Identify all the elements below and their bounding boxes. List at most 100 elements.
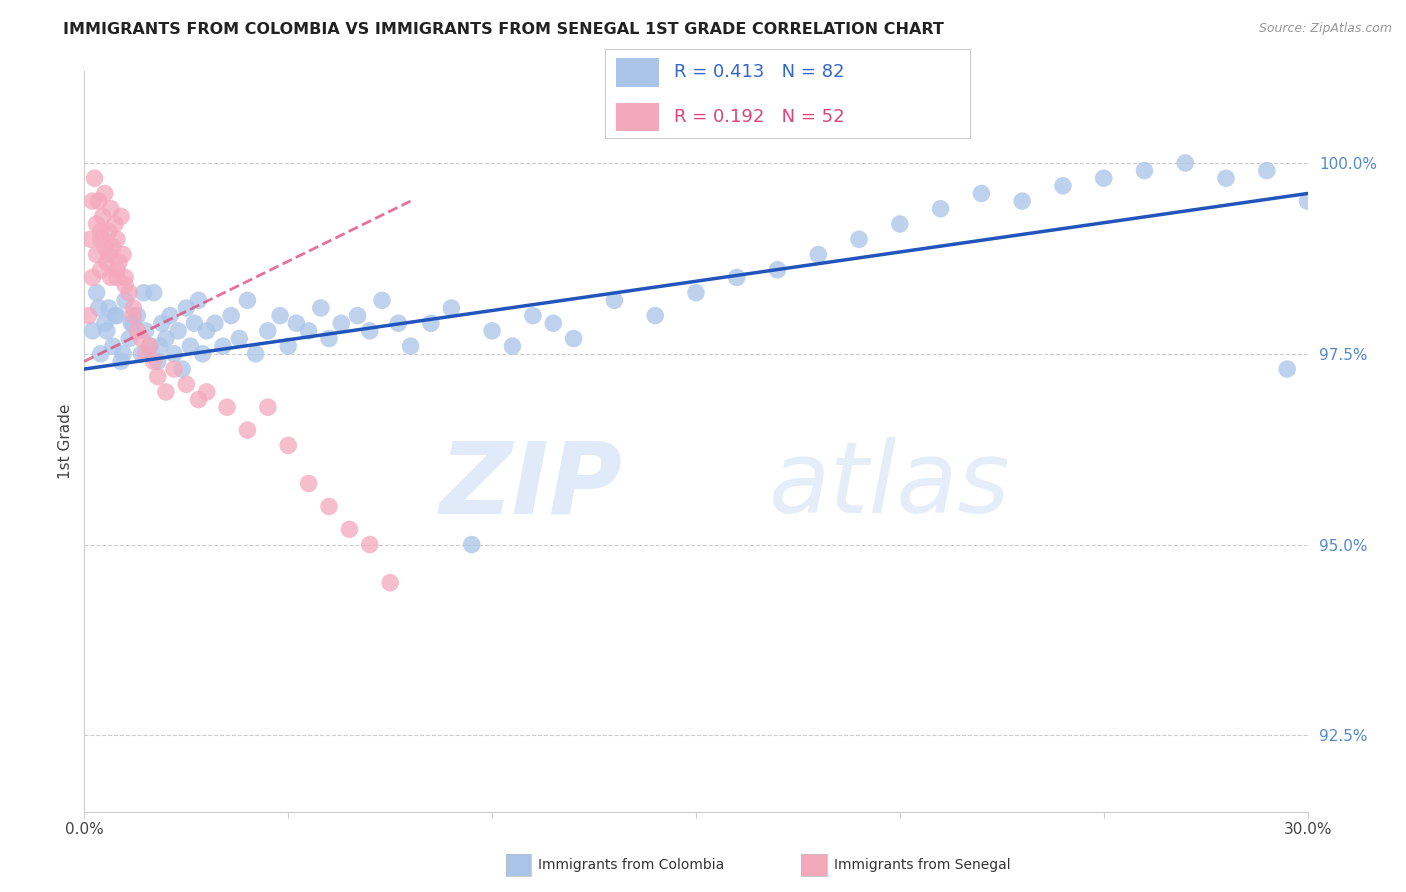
Point — [77, 309, 100, 323]
Point — [167, 324, 190, 338]
Point — [644, 309, 666, 323]
Y-axis label: 1st Grade: 1st Grade — [58, 404, 73, 479]
Point — [82, 194, 104, 208]
Point — [79, 232, 101, 246]
Point — [191, 347, 214, 361]
Point — [725, 270, 748, 285]
Point — [219, 309, 242, 323]
Point — [807, 247, 830, 261]
Point — [132, 285, 155, 300]
Point — [420, 316, 443, 330]
Point — [118, 285, 141, 300]
Point — [195, 384, 218, 399]
Point — [179, 339, 201, 353]
Text: IMMIGRANTS FROM COLOMBIA VS IMMIGRANTS FROM SENEGAL 1ST GRADE CORRELATION CHART: IMMIGRANTS FROM COLOMBIA VS IMMIGRANTS F… — [63, 22, 945, 37]
Point — [346, 309, 368, 323]
Point — [359, 324, 381, 338]
Point — [108, 255, 131, 269]
Point — [236, 423, 259, 437]
Point — [122, 316, 145, 330]
Point — [101, 240, 124, 254]
Bar — [616, 58, 659, 87]
Point — [399, 339, 422, 353]
Point — [1215, 171, 1237, 186]
Point — [522, 309, 544, 323]
Point — [127, 309, 149, 323]
Point — [929, 202, 952, 216]
Point — [318, 331, 340, 345]
Point — [104, 217, 127, 231]
Point — [187, 392, 209, 407]
Point — [543, 316, 565, 330]
Point — [889, 217, 911, 231]
Point — [159, 309, 181, 323]
Point — [236, 293, 259, 308]
Point — [114, 270, 136, 285]
Text: R = 0.413   N = 82: R = 0.413 N = 82 — [673, 63, 845, 81]
Point — [277, 339, 299, 353]
Point — [155, 384, 177, 399]
Text: Immigrants from Colombia: Immigrants from Colombia — [538, 858, 724, 872]
Point — [90, 225, 112, 239]
Point — [90, 232, 112, 246]
Point — [285, 316, 308, 330]
Point — [204, 316, 226, 330]
Point — [110, 210, 132, 224]
Point — [101, 339, 124, 353]
Point — [339, 522, 360, 536]
Point — [86, 285, 108, 300]
Point — [146, 369, 169, 384]
Point — [114, 278, 136, 293]
Point — [138, 339, 160, 353]
Point — [359, 538, 381, 552]
Point — [685, 285, 707, 300]
Point — [183, 316, 205, 330]
Text: ZIP: ZIP — [440, 437, 623, 534]
Point — [970, 186, 993, 201]
Point — [90, 262, 112, 277]
Point — [114, 293, 136, 308]
Point — [122, 309, 145, 323]
Point — [135, 347, 157, 361]
Point — [149, 339, 172, 353]
Point — [195, 324, 218, 338]
Point — [97, 301, 120, 315]
Point — [481, 324, 503, 338]
Point — [118, 331, 141, 345]
Point — [187, 293, 209, 308]
Text: atlas: atlas — [769, 437, 1011, 534]
Point — [155, 331, 177, 345]
Point — [97, 247, 120, 261]
Point — [100, 270, 122, 285]
Point — [112, 247, 135, 261]
Point — [82, 270, 104, 285]
Point — [146, 354, 169, 368]
Point — [298, 476, 321, 491]
Point — [97, 225, 120, 239]
Point — [212, 339, 235, 353]
Point — [112, 347, 135, 361]
Point — [120, 316, 142, 330]
Point — [105, 309, 128, 323]
Point — [1052, 178, 1074, 193]
Point — [82, 324, 104, 338]
Point — [127, 324, 149, 338]
Point — [228, 331, 250, 345]
Point — [245, 347, 267, 361]
Point — [83, 171, 105, 186]
Point — [1011, 194, 1033, 208]
Point — [142, 285, 165, 300]
Point — [150, 316, 173, 330]
Point — [163, 362, 186, 376]
Point — [93, 316, 115, 330]
Point — [257, 324, 280, 338]
Point — [387, 316, 409, 330]
Point — [603, 293, 626, 308]
Point — [100, 202, 122, 216]
Text: R = 0.192   N = 52: R = 0.192 N = 52 — [673, 108, 845, 126]
Point — [371, 293, 394, 308]
Point — [174, 301, 197, 315]
Point — [86, 247, 108, 261]
Point — [172, 362, 194, 376]
Point — [96, 324, 118, 338]
